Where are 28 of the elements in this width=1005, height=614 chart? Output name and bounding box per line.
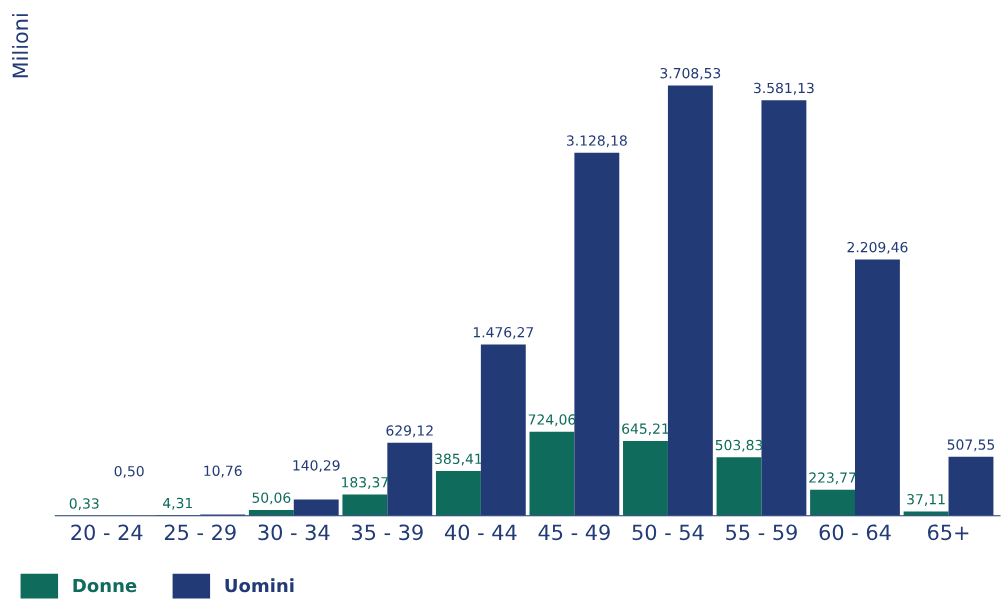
data-label: 50,06 — [252, 492, 291, 505]
data-label: 3.128,18 — [566, 135, 627, 148]
x-tick-label: 25 - 29 — [164, 524, 236, 541]
x-tick-label: 45 - 49 — [538, 524, 610, 541]
x-tick-label: 35 - 39 — [352, 524, 423, 541]
data-label: 507,55 — [947, 439, 995, 452]
data-label: 0,33 — [69, 498, 99, 511]
x-tick-label: 50 - 54 — [632, 524, 704, 541]
x-tick-label: 40 - 44 — [444, 524, 517, 541]
legend-label: Donne — [73, 578, 137, 593]
data-label: 1.476,27 — [473, 326, 534, 339]
data-label: 503,83 — [715, 439, 763, 452]
x-tick-label: 60 - 64 — [819, 524, 891, 541]
data-label: 629,12 — [386, 425, 433, 438]
legend-label: Uomini — [225, 578, 294, 593]
data-label: 3.581,13 — [754, 82, 814, 95]
x-tick-label: 65+ — [928, 524, 969, 541]
data-label: 37,11 — [907, 493, 945, 506]
data-label: 140,29 — [293, 460, 340, 473]
data-label: 10,76 — [204, 465, 242, 478]
data-label: 4,31 — [163, 497, 192, 510]
x-tick-label: 30 - 34 — [258, 524, 330, 541]
data-label: 3.708,53 — [660, 67, 721, 80]
x-tick-label: 20 - 24 — [71, 524, 143, 541]
x-tick-label: 55 - 59 — [726, 524, 797, 541]
data-label: 2.209,46 — [847, 241, 908, 254]
data-label: 0,50 — [114, 465, 144, 478]
y-axis-title: Milioni — [12, 14, 29, 78]
